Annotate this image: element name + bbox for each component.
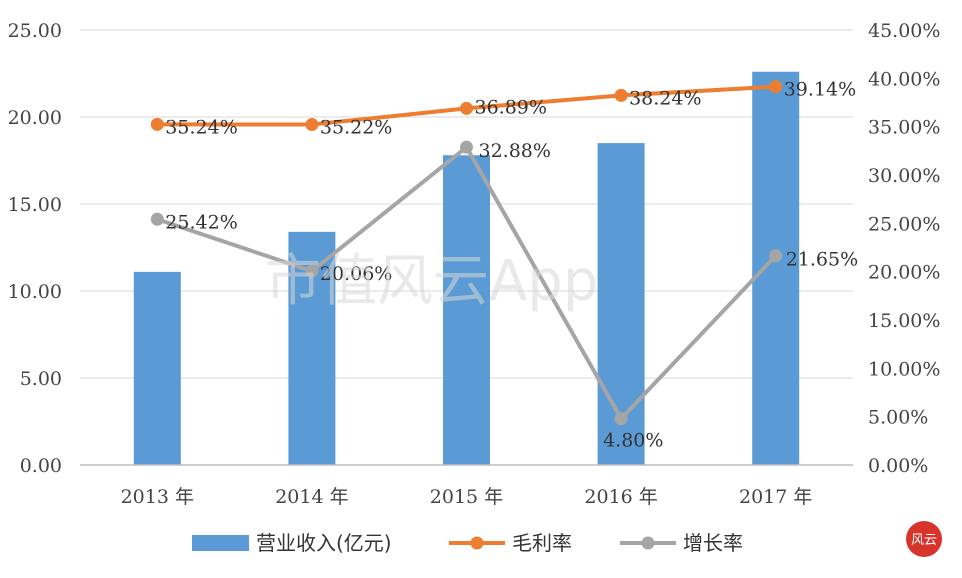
axes: 0.00 5.00 10.00 15.00 20.00 25.00 0.00% 5.00% 10… <box>8 20 941 508</box>
growth-rate-point <box>460 140 473 154</box>
watermark: 市值风云App <box>265 249 598 314</box>
logo-stamp: 风云 <box>906 521 942 557</box>
y-right-tick-label: 20.00% <box>868 262 940 284</box>
x-tick-label: 2017 年 <box>739 486 812 508</box>
growth-rate-label: 32.88% <box>479 140 551 162</box>
revenue-bars <box>133 71 800 465</box>
gross-margin-point <box>305 118 319 132</box>
y-right-tick-label: 40.00% <box>868 68 940 90</box>
gross-margin-label: 35.24% <box>165 116 237 138</box>
y-left-tick-label: 5.00 <box>20 368 62 390</box>
x-tick-label: 2015 年 <box>430 486 503 508</box>
y-right-tick-label: 45.00% <box>868 20 940 42</box>
line-series <box>150 80 783 426</box>
y-right-tick-label: 0.00% <box>868 455 928 477</box>
growth-rate-label: 25.42% <box>165 211 237 233</box>
y-right-tick-label: 5.00% <box>868 407 928 429</box>
x-tick-label: 2016 年 <box>584 486 657 508</box>
revenue-bar <box>133 271 181 465</box>
y-left-tick-label: 20.00 <box>8 107 62 129</box>
y-left-tick-label: 15.00 <box>8 194 62 216</box>
y-left-tick-label: 10.00 <box>8 281 62 303</box>
gross-margin-label: 36.89% <box>475 96 547 118</box>
y-right-tick-label: 35.00% <box>868 117 940 139</box>
y-right-tick-label: 30.00% <box>868 165 940 187</box>
revenue-bar <box>752 71 800 465</box>
legend: 营业收入(亿元) 毛利率 增长率 <box>192 531 743 555</box>
y-right-tick-label: 25.00% <box>868 213 940 235</box>
gross-margin-point <box>614 88 628 102</box>
gross-margin-label: 39.14% <box>784 79 856 101</box>
growth-rate-point <box>150 212 164 226</box>
revenue-bar <box>597 143 645 465</box>
growth-rate-point <box>305 264 319 278</box>
gross-margin-label: 35.22% <box>320 117 392 139</box>
x-tick-label: 2014 年 <box>275 486 348 508</box>
y-left-tick-label: 25.00 <box>8 20 62 42</box>
gross-margin-point <box>769 80 783 94</box>
legend-marker-margin <box>470 536 484 550</box>
legend-swatch-revenue <box>192 535 249 551</box>
growth-rate-label: 4.80% <box>603 430 663 452</box>
growth-rate-label: 21.65% <box>786 249 858 271</box>
logo-text: 风云 <box>911 533 937 548</box>
revenue-bar <box>443 155 490 465</box>
legend-label-margin: 毛利率 <box>512 531 572 555</box>
legend-label-revenue: 营业收入(亿元) <box>256 531 392 555</box>
y-right-tick-label: 15.00% <box>868 310 940 332</box>
gross-margin-label: 38.24% <box>629 87 701 109</box>
legend-marker-growth <box>641 536 655 550</box>
legend-label-growth: 增长率 <box>683 531 743 555</box>
gross-margin-point <box>150 117 164 131</box>
growth-rate-point <box>769 249 783 263</box>
y-left-tick-label: 0.00 <box>20 455 62 477</box>
gross-margin-point <box>460 101 473 115</box>
data-labels: 35.24% 35.22% 36.89% 38.24% 39.14% 25.42% 20.0… <box>165 79 858 452</box>
growth-rate-label: 20.06% <box>320 263 392 285</box>
growth-rate-point <box>614 412 628 426</box>
x-tick-label: 2013 年 <box>121 486 194 508</box>
y-right-tick-label: 10.00% <box>868 358 940 380</box>
